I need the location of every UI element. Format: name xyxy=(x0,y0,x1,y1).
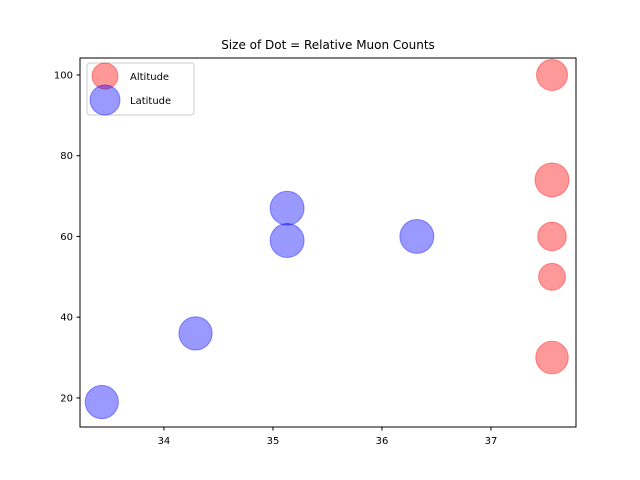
x-tick-label: 37 xyxy=(485,436,498,447)
point-latitude-3 xyxy=(399,218,435,254)
point-altitude-1 xyxy=(536,58,569,91)
point-latitude-2 xyxy=(269,223,305,258)
chart-title: Size of Dot = Relative Muon Counts xyxy=(221,38,435,52)
y-tick-label: 100 xyxy=(54,70,73,81)
y-tick-label: 20 xyxy=(60,393,73,404)
plot-frame xyxy=(79,57,577,428)
x-tick-label: 36 xyxy=(376,436,389,447)
x-tick-label: 35 xyxy=(267,436,280,447)
legend-label-latitude: Latitude xyxy=(130,96,171,107)
point-latitude-4 xyxy=(178,316,213,351)
x-tick-label: 34 xyxy=(158,436,171,447)
legend-label-altitude: Altitude xyxy=(130,72,169,83)
point-altitude-3 xyxy=(537,221,567,252)
point-altitude-2 xyxy=(534,162,570,198)
legend-marker-altitude xyxy=(91,62,119,90)
y-axis: 20 40 60 80 100 xyxy=(54,70,80,404)
x-axis: 34 35 36 37 xyxy=(158,427,498,447)
point-latitude-5 xyxy=(84,384,119,420)
points-layer xyxy=(84,58,570,420)
legend-marker-latitude xyxy=(89,84,121,116)
y-tick-label: 80 xyxy=(60,151,73,162)
point-latitude-1 xyxy=(269,190,305,226)
y-tick-label: 60 xyxy=(60,232,73,243)
point-altitude-5 xyxy=(535,340,569,375)
y-tick-label: 40 xyxy=(60,313,73,324)
legend: Altitude Latitude xyxy=(86,62,195,116)
point-altitude-4 xyxy=(538,262,566,291)
legend-box xyxy=(86,62,195,116)
